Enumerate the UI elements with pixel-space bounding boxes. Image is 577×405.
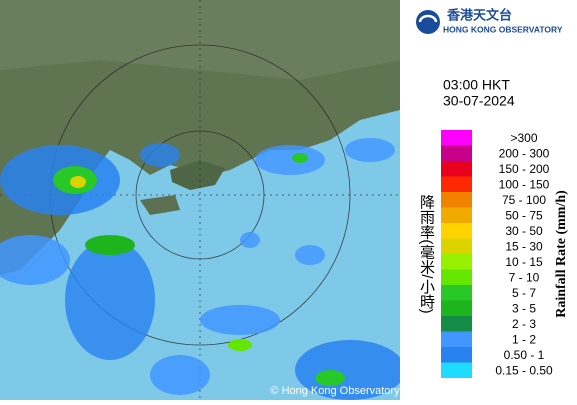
rain-echo bbox=[255, 145, 325, 175]
legend-title-chinese: 降雨率(毫米/小時) bbox=[418, 194, 435, 313]
legend-label: 100 - 150 bbox=[499, 177, 550, 191]
legend-label: 75 - 100 bbox=[502, 193, 546, 207]
copyright: © Hong Kong Observatory bbox=[270, 385, 400, 397]
legend-title-english: Rainfall Rate (mm/h) bbox=[554, 190, 569, 318]
legend-label: 1 - 2 bbox=[512, 332, 536, 346]
date: 30-07-2024 bbox=[443, 93, 515, 109]
hong-kong bbox=[170, 160, 225, 190]
legend-swatch bbox=[441, 316, 472, 332]
rain-echo bbox=[65, 240, 155, 360]
legend-label: 30 - 50 bbox=[505, 224, 543, 238]
legend-swatch bbox=[441, 362, 472, 378]
rain-echo bbox=[240, 232, 260, 248]
rain-echo bbox=[295, 340, 400, 400]
rain-echo bbox=[315, 370, 345, 386]
legend-swatch bbox=[441, 238, 472, 254]
rain-echo bbox=[228, 339, 252, 351]
legend-swatch bbox=[441, 269, 472, 285]
legend-label: 15 - 30 bbox=[505, 239, 543, 253]
org-name-english: HONG KONG OBSERVATORY bbox=[443, 24, 563, 34]
rain-echo bbox=[295, 245, 325, 265]
legend-label: 0.50 - 1 bbox=[504, 348, 545, 362]
legend-label: 0.15 - 0.50 bbox=[495, 363, 553, 377]
logo-icon bbox=[416, 10, 440, 34]
legend-swatch bbox=[441, 347, 472, 363]
rain-echo bbox=[140, 143, 180, 167]
legend-panel bbox=[400, 0, 577, 400]
legend-swatch bbox=[441, 254, 472, 270]
legend-label: 7 - 10 bbox=[509, 270, 540, 284]
legend-swatch bbox=[441, 207, 472, 223]
legend-label: 2 - 3 bbox=[512, 317, 536, 331]
land-highlands bbox=[0, 0, 400, 80]
legend-label: >300 bbox=[510, 131, 537, 145]
rain-echo bbox=[292, 153, 308, 163]
legend-swatch bbox=[441, 223, 472, 239]
legend-swatch bbox=[441, 130, 472, 146]
legend-swatch bbox=[441, 300, 472, 316]
map-area: © Hong Kong Observatory bbox=[0, 0, 400, 400]
rain-echo bbox=[200, 305, 280, 335]
legend-swatch bbox=[441, 176, 472, 192]
legend-label: 200 - 300 bbox=[499, 146, 550, 160]
legend-label: 150 - 200 bbox=[499, 162, 550, 176]
rain-echo bbox=[85, 235, 135, 255]
legend-swatch bbox=[441, 192, 472, 208]
rain-echoes bbox=[0, 138, 400, 400]
rain-echo bbox=[70, 176, 86, 188]
lantau bbox=[140, 195, 180, 215]
rain-echo bbox=[150, 355, 210, 395]
legend-swatch bbox=[441, 331, 472, 347]
legend-swatch bbox=[441, 145, 472, 161]
legend-swatch bbox=[441, 161, 472, 177]
legend-label: 50 - 75 bbox=[505, 208, 543, 222]
legend-label: 3 - 5 bbox=[512, 301, 536, 315]
rain-echo bbox=[0, 235, 70, 285]
logo: 香港天文台 HONG KONG OBSERVATORY bbox=[416, 7, 563, 34]
rain-echo bbox=[345, 138, 395, 162]
time: 03:00 HKT bbox=[443, 77, 510, 93]
logo-icon-mark bbox=[418, 14, 438, 23]
legend-swatch bbox=[441, 285, 472, 301]
org-name-chinese: 香港天文台 bbox=[446, 7, 512, 22]
legend-label: 10 - 15 bbox=[505, 255, 543, 269]
legend-label: 5 - 7 bbox=[512, 286, 536, 300]
